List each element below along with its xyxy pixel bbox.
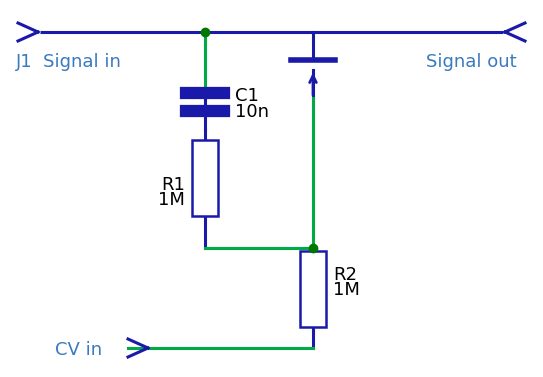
Text: 1M: 1M [333, 281, 360, 299]
Text: 10n: 10n [235, 103, 269, 121]
Text: 1M: 1M [158, 191, 185, 209]
Text: C1: C1 [235, 87, 259, 105]
Text: J1  Signal in: J1 Signal in [16, 53, 122, 71]
Text: CV in: CV in [55, 341, 102, 359]
Bar [300, 251, 326, 327]
Text: Signal out: Signal out [426, 53, 517, 71]
Bar [192, 139, 218, 216]
Text: R1: R1 [161, 176, 185, 194]
Text: R2: R2 [333, 266, 357, 284]
